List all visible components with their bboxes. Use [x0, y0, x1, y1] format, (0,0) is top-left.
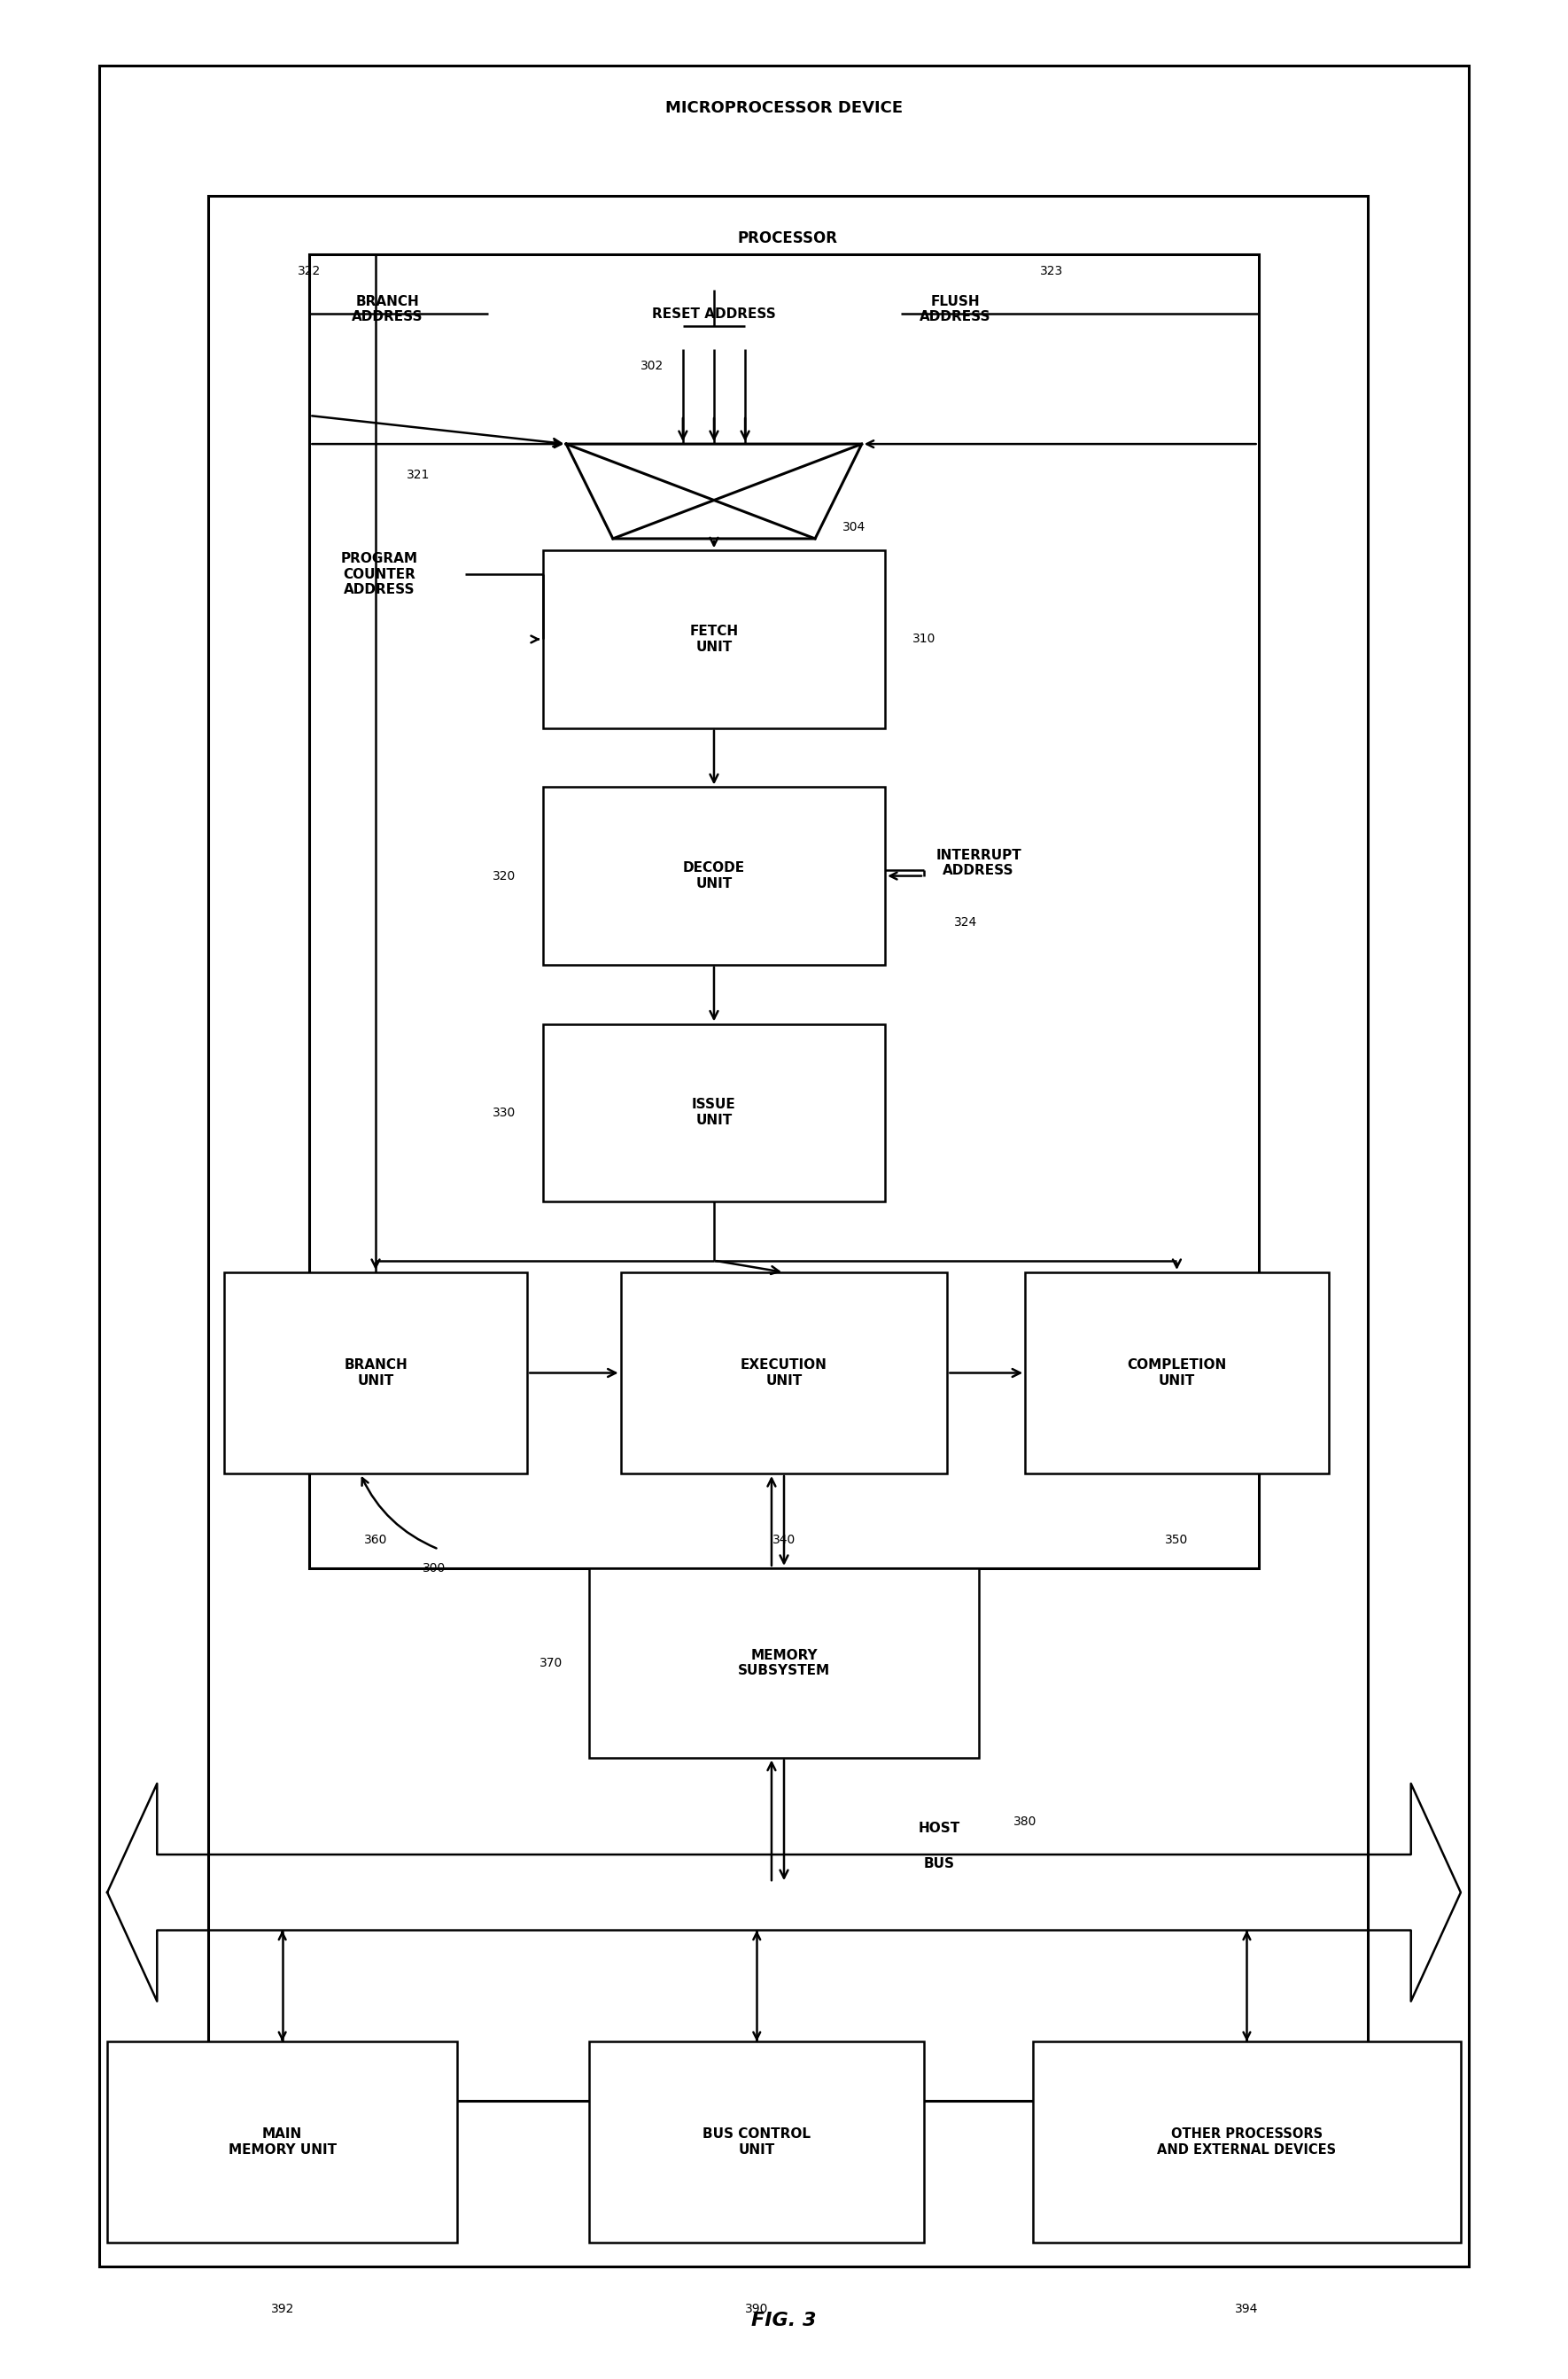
Bar — [209, 195, 1367, 2101]
Text: 324: 324 — [955, 916, 977, 928]
Text: 394: 394 — [1236, 2303, 1259, 2315]
Text: INTERRUPT
ADDRESS: INTERRUPT ADDRESS — [936, 849, 1021, 878]
Text: OTHER PROCESSORS
AND EXTERNAL DEVICES: OTHER PROCESSORS AND EXTERNAL DEVICES — [1157, 2127, 1336, 2155]
Text: 304: 304 — [842, 521, 866, 533]
Text: 340: 340 — [773, 1534, 795, 1546]
Text: FLUSH
ADDRESS: FLUSH ADDRESS — [919, 295, 991, 324]
Text: 310: 310 — [913, 633, 936, 645]
Text: COMPLETION
UNIT: COMPLETION UNIT — [1127, 1358, 1226, 1387]
Bar — [107, 2041, 458, 2243]
Bar — [590, 2041, 924, 2243]
Text: BRANCH
ADDRESS: BRANCH ADDRESS — [351, 295, 423, 324]
Bar — [99, 64, 1469, 2267]
Text: 320: 320 — [492, 871, 516, 883]
Text: PROCESSOR: PROCESSOR — [739, 231, 837, 245]
Text: FIG. 3: FIG. 3 — [751, 2312, 817, 2329]
Text: BUS: BUS — [924, 1858, 955, 1870]
Text: 360: 360 — [364, 1534, 387, 1546]
Bar — [621, 1273, 947, 1473]
Text: DECODE
UNIT: DECODE UNIT — [684, 861, 745, 890]
Bar — [543, 787, 884, 963]
Text: PROGRAM
COUNTER
ADDRESS: PROGRAM COUNTER ADDRESS — [340, 552, 419, 597]
Bar — [1033, 2041, 1461, 2243]
Text: HOST: HOST — [919, 1822, 961, 1834]
Text: MAIN
MEMORY UNIT: MAIN MEMORY UNIT — [229, 2127, 337, 2155]
Text: 300: 300 — [422, 1563, 445, 1575]
Text: EXECUTION
UNIT: EXECUTION UNIT — [740, 1358, 828, 1387]
Text: BUS CONTROL
UNIT: BUS CONTROL UNIT — [702, 2127, 811, 2155]
Bar — [1025, 1273, 1328, 1473]
Text: 321: 321 — [406, 469, 430, 481]
Text: RESET ADDRESS: RESET ADDRESS — [652, 307, 776, 321]
Text: 370: 370 — [539, 1656, 563, 1670]
Text: 392: 392 — [271, 2303, 293, 2315]
Text: 322: 322 — [298, 264, 321, 278]
Text: ISSUE
UNIT: ISSUE UNIT — [691, 1099, 735, 1128]
Text: 302: 302 — [640, 359, 663, 371]
Text: MEMORY
SUBSYSTEM: MEMORY SUBSYSTEM — [739, 1649, 829, 1677]
Text: MICROPROCESSOR DEVICE: MICROPROCESSOR DEVICE — [665, 100, 903, 117]
Bar — [543, 1023, 884, 1201]
Text: 323: 323 — [1040, 264, 1063, 278]
Bar — [309, 255, 1259, 1568]
Text: FETCH
UNIT: FETCH UNIT — [690, 626, 739, 654]
Text: 350: 350 — [1165, 1534, 1189, 1546]
Text: 330: 330 — [492, 1106, 516, 1118]
Text: BRANCH
UNIT: BRANCH UNIT — [343, 1358, 408, 1387]
Text: 390: 390 — [745, 2303, 768, 2315]
Bar — [590, 1568, 978, 1758]
Bar — [224, 1273, 527, 1473]
Bar — [543, 550, 884, 728]
Text: 380: 380 — [1013, 1815, 1036, 1827]
